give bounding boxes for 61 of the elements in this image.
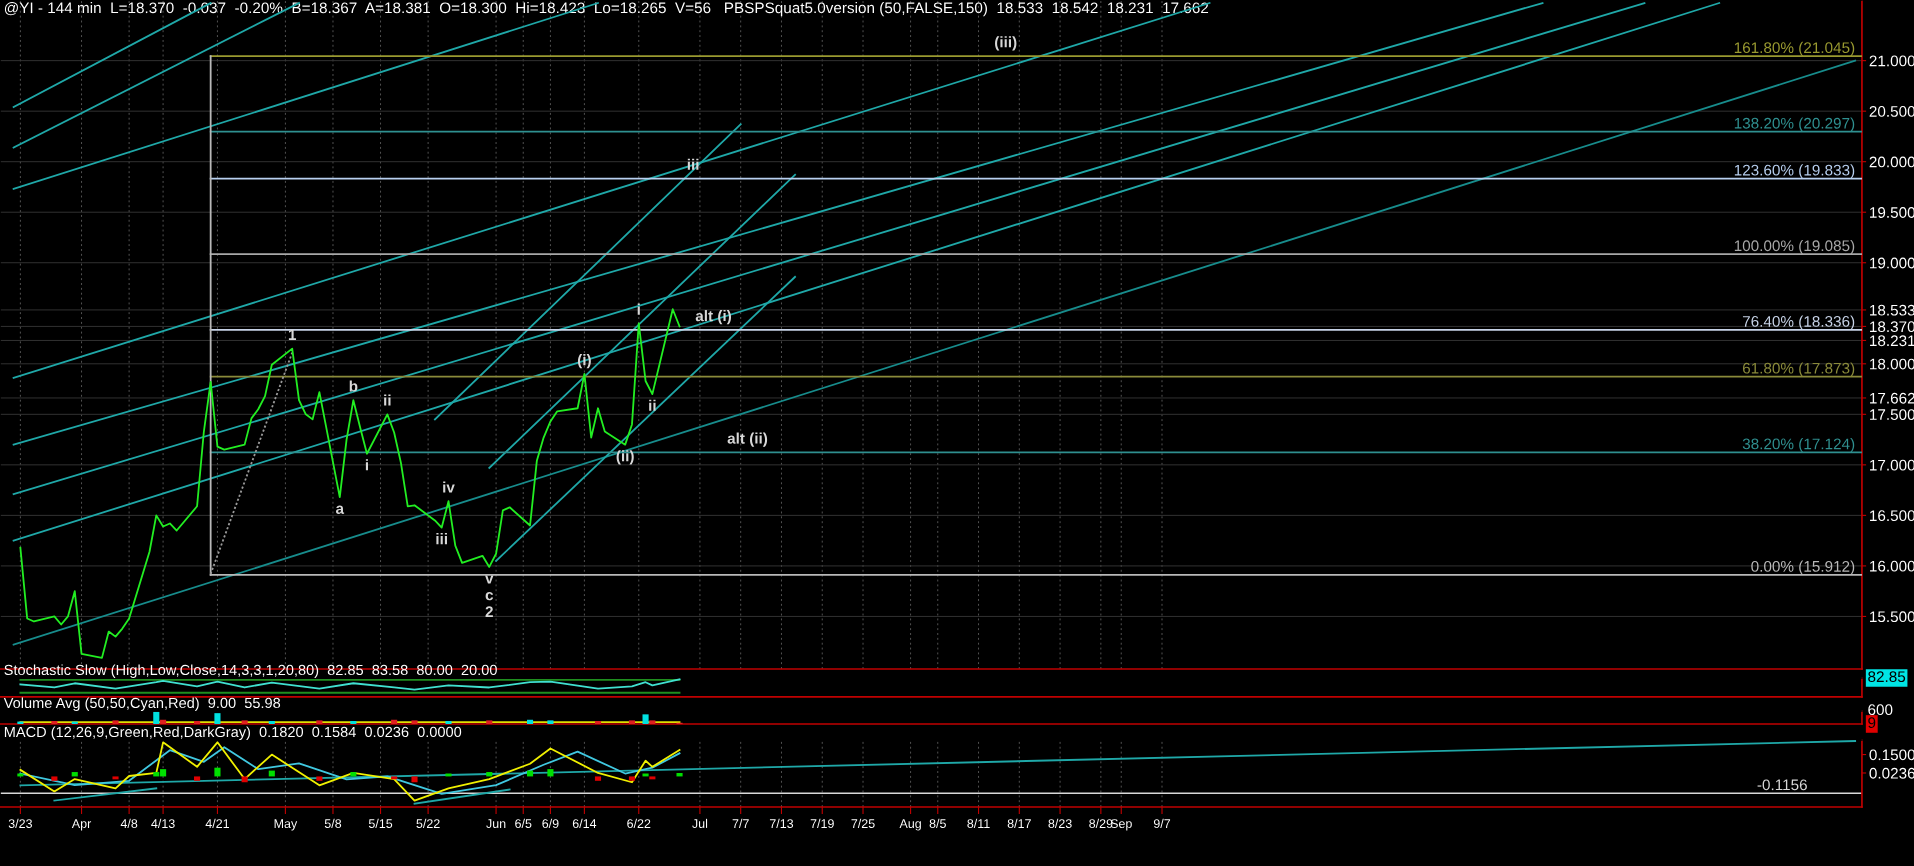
x-tick-label: 3/23 [8,818,32,829]
x-tick-label: 7/7 [732,818,749,829]
annotation: alt (ii) [727,432,768,447]
annotation: v [485,575,494,584]
x-tick-label: 5/22 [416,818,440,829]
chart-title: MACD (12,26,9,Green,Red,DarkGray) 0.1820 0.1584 0.0236 0.0000 [4,726,462,740]
x-tick-label: May [274,819,298,831]
series-label: 76.40% (18.336) [1742,315,1855,330]
text: 82.85 [1868,671,1906,683]
annotation: b [349,380,358,392]
x-tick-label: 8/23 [1048,818,1072,829]
series-label: 100.00% (19.085) [1734,239,1855,255]
annotation: ii [649,399,656,411]
x-tick-label: 6/5 [515,818,532,829]
text: 600 [1868,704,1893,716]
series-label: 0.00% (15.912) [1751,560,1855,575]
y-tick-label: 17.662 [1870,392,1914,404]
annotation: iii [687,158,699,170]
x-tick-label: Apr [71,819,92,831]
x-tick-label: 8/17 [1007,818,1031,829]
annotation: 1 [288,329,297,340]
ref-line-label: -0.1156 [1757,779,1807,791]
x-tick-label: 5/15 [368,818,393,829]
x-tick-label: 5/8 [324,818,342,829]
y-tick-label: 0.0236 [1869,767,1914,779]
x-tick-label: 8/29 [1089,818,1113,829]
annotation: iii [436,533,447,545]
series-label: 161.80% (21.045) [1734,41,1855,57]
annotation: iv [443,481,455,493]
series-label: 138.20% (20.297) [1734,117,1855,132]
annotation: ii [384,394,391,406]
x-tick-label: 4/8 [120,818,138,829]
x-tick-label: 8/11 [967,818,990,829]
x-tick-label: 7/19 [810,818,834,829]
text: 9 [1868,717,1876,729]
annotation: c [485,591,494,601]
x-tick-label: 7/25 [851,818,875,829]
annotation: 2 [485,606,493,617]
x-tick-label: Jun [486,819,506,829]
series-label: 123.60% (19.833) [1734,164,1855,179]
x-tick-label: 9/7 [1153,818,1171,829]
annotation: (iii) [995,36,1017,51]
chart-title: Volume Avg (50,50,Cyan,Red) 9.00 55.98 [3,697,281,711]
x-tick-label: 7/13 [769,818,794,829]
annotation: (ii) [616,450,634,465]
annotation: i [365,459,368,471]
annotation: a [335,505,345,514]
x-tick-label: Aug [899,819,921,831]
x-tick-label: Jul [692,818,708,829]
x-tick-label: 6/14 [572,818,597,829]
x-tick-label: 6/22 [627,818,651,829]
y-tick-label: 18.533 [1870,304,1914,316]
x-tick-label: 4/21 [205,818,230,829]
x-tick-label: 4/13 [151,818,175,829]
annotation: i [637,303,640,315]
x-tick-label: Sep [1110,819,1132,831]
series-label: 38.20% (17.124) [1742,438,1855,453]
y-tick-label: 18.231 [1870,335,1914,347]
series-label: 61.80% (17.873) [1742,362,1855,377]
x-tick-label: 8/5 [929,818,946,829]
x-tick-label: 6/9 [542,818,559,829]
